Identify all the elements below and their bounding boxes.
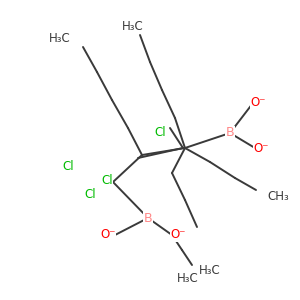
Text: Cl: Cl bbox=[84, 188, 96, 202]
Text: H₃C: H₃C bbox=[199, 263, 221, 277]
Text: O⁻: O⁻ bbox=[253, 142, 269, 154]
Text: O⁻: O⁻ bbox=[250, 97, 266, 110]
Text: Cl: Cl bbox=[101, 173, 113, 187]
Text: CH₃: CH₃ bbox=[267, 190, 289, 203]
Text: B: B bbox=[226, 127, 234, 140]
Text: H₃C: H₃C bbox=[122, 20, 144, 34]
Text: H₃C: H₃C bbox=[177, 272, 199, 284]
Text: O⁻: O⁻ bbox=[170, 229, 186, 242]
Text: O⁻: O⁻ bbox=[100, 229, 116, 242]
Text: Cl: Cl bbox=[62, 160, 74, 173]
Text: Cl: Cl bbox=[154, 127, 166, 140]
Text: H₃C: H₃C bbox=[49, 32, 71, 44]
Text: B: B bbox=[144, 212, 152, 224]
